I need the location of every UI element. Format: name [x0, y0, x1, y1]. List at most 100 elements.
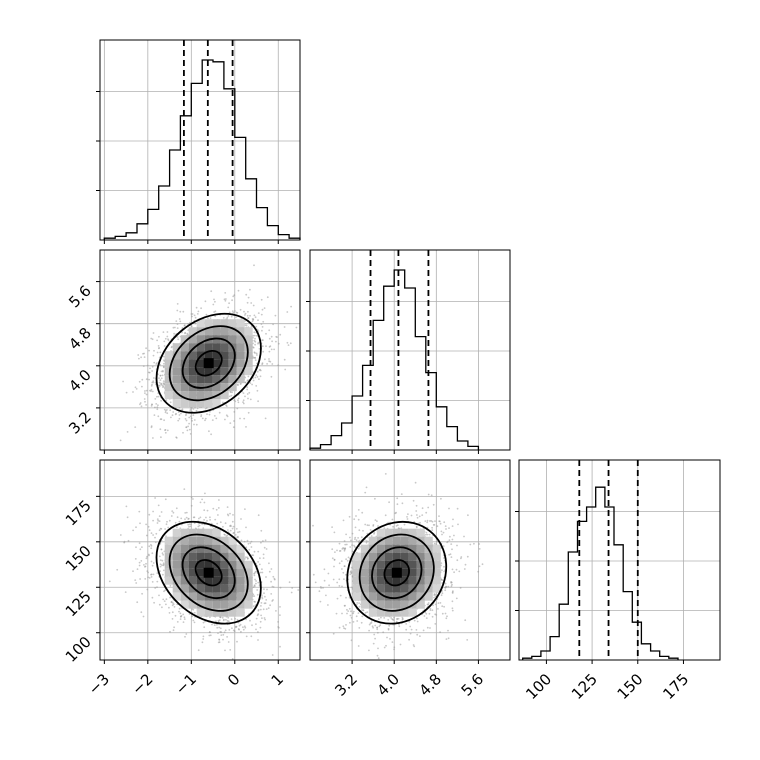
sample-point	[429, 609, 432, 611]
sample-point	[232, 311, 235, 314]
sample-point	[158, 335, 160, 338]
sample-point	[260, 541, 262, 544]
sample-point	[247, 310, 249, 313]
sample-point	[253, 331, 256, 334]
sample-point	[219, 631, 222, 633]
sample-point	[158, 529, 161, 532]
sample-point	[264, 618, 266, 621]
sample-point	[151, 365, 154, 368]
sample-point	[200, 414, 203, 416]
sample-point	[226, 636, 229, 638]
sample-point	[254, 337, 256, 340]
sample-point	[204, 300, 207, 303]
sample-point	[255, 374, 258, 377]
sample-point	[286, 341, 289, 344]
sample-point	[157, 415, 160, 418]
sample-point	[182, 310, 185, 313]
sample-point	[187, 523, 190, 526]
sample-point	[138, 510, 141, 513]
sample-point	[156, 586, 158, 589]
sample-point	[172, 411, 175, 413]
sample-point	[208, 634, 211, 637]
sample-point	[153, 361, 156, 364]
sample-point	[132, 529, 135, 532]
sample-point	[279, 606, 281, 608]
sample-point	[223, 631, 226, 634]
sample-point	[430, 494, 433, 497]
sample-point	[158, 347, 160, 350]
sample-point	[171, 602, 174, 604]
sample-point	[161, 559, 164, 562]
sample-point	[275, 340, 277, 343]
sample-point	[215, 508, 218, 511]
sample-point	[275, 335, 278, 338]
sample-point	[152, 573, 155, 576]
sample-point	[194, 316, 197, 319]
sample-point	[153, 377, 155, 379]
sample-point	[141, 385, 143, 388]
sample-point	[297, 589, 300, 591]
sample-point	[348, 515, 351, 518]
sample-point	[213, 311, 216, 313]
sample-point	[231, 627, 233, 630]
sample-point	[188, 523, 191, 526]
sample-point	[163, 340, 166, 343]
sample-point	[218, 639, 221, 641]
sample-point	[252, 586, 255, 588]
sample-point	[144, 565, 147, 568]
sample-point	[159, 565, 162, 568]
sample-point	[192, 619, 195, 622]
sample-point	[126, 431, 129, 433]
sample-point	[134, 579, 137, 581]
sample-point	[249, 542, 252, 545]
sample-point	[177, 419, 180, 422]
sample-point	[184, 512, 187, 514]
sample-point	[159, 542, 162, 545]
sample-point	[160, 528, 163, 530]
sample-point	[182, 621, 185, 623]
sample-point	[184, 635, 186, 638]
sample-point	[268, 360, 270, 362]
sample-point	[201, 417, 204, 420]
sample-point	[158, 520, 161, 522]
sample-point	[218, 641, 221, 644]
sample-point	[191, 419, 194, 422]
sample-point	[254, 601, 256, 603]
sample-point	[176, 336, 179, 338]
sample-point	[166, 412, 169, 415]
sample-point	[266, 296, 269, 299]
sample-point	[144, 400, 146, 403]
sample-point	[150, 573, 153, 576]
sample-point	[137, 354, 140, 356]
sample-point	[431, 526, 433, 529]
sample-point	[150, 543, 152, 546]
sample-point	[145, 404, 148, 406]
sample-point	[268, 337, 271, 340]
sample-point	[264, 358, 266, 361]
sample-point	[173, 332, 176, 335]
sample-point	[134, 558, 137, 560]
sample-point	[218, 626, 221, 629]
sample-point	[255, 582, 257, 585]
sample-point	[180, 517, 183, 520]
sample-point	[161, 606, 163, 609]
sample-point	[325, 594, 327, 597]
sample-point	[162, 355, 165, 358]
sample-point	[263, 588, 265, 590]
sample-point	[218, 411, 221, 414]
sample-point	[164, 429, 166, 431]
sample-point	[334, 551, 336, 553]
sample-point	[182, 613, 185, 616]
sample-point	[150, 405, 153, 407]
sample-point	[251, 624, 253, 627]
sample-point	[250, 635, 253, 638]
sample-point	[266, 363, 268, 365]
sample-point	[199, 501, 202, 504]
sample-point	[440, 594, 443, 597]
sample-point	[159, 559, 162, 561]
sample-point	[153, 349, 155, 352]
sample-point	[257, 514, 260, 517]
sample-point	[192, 408, 195, 410]
sample-point	[343, 565, 346, 567]
sample-point	[265, 548, 268, 550]
